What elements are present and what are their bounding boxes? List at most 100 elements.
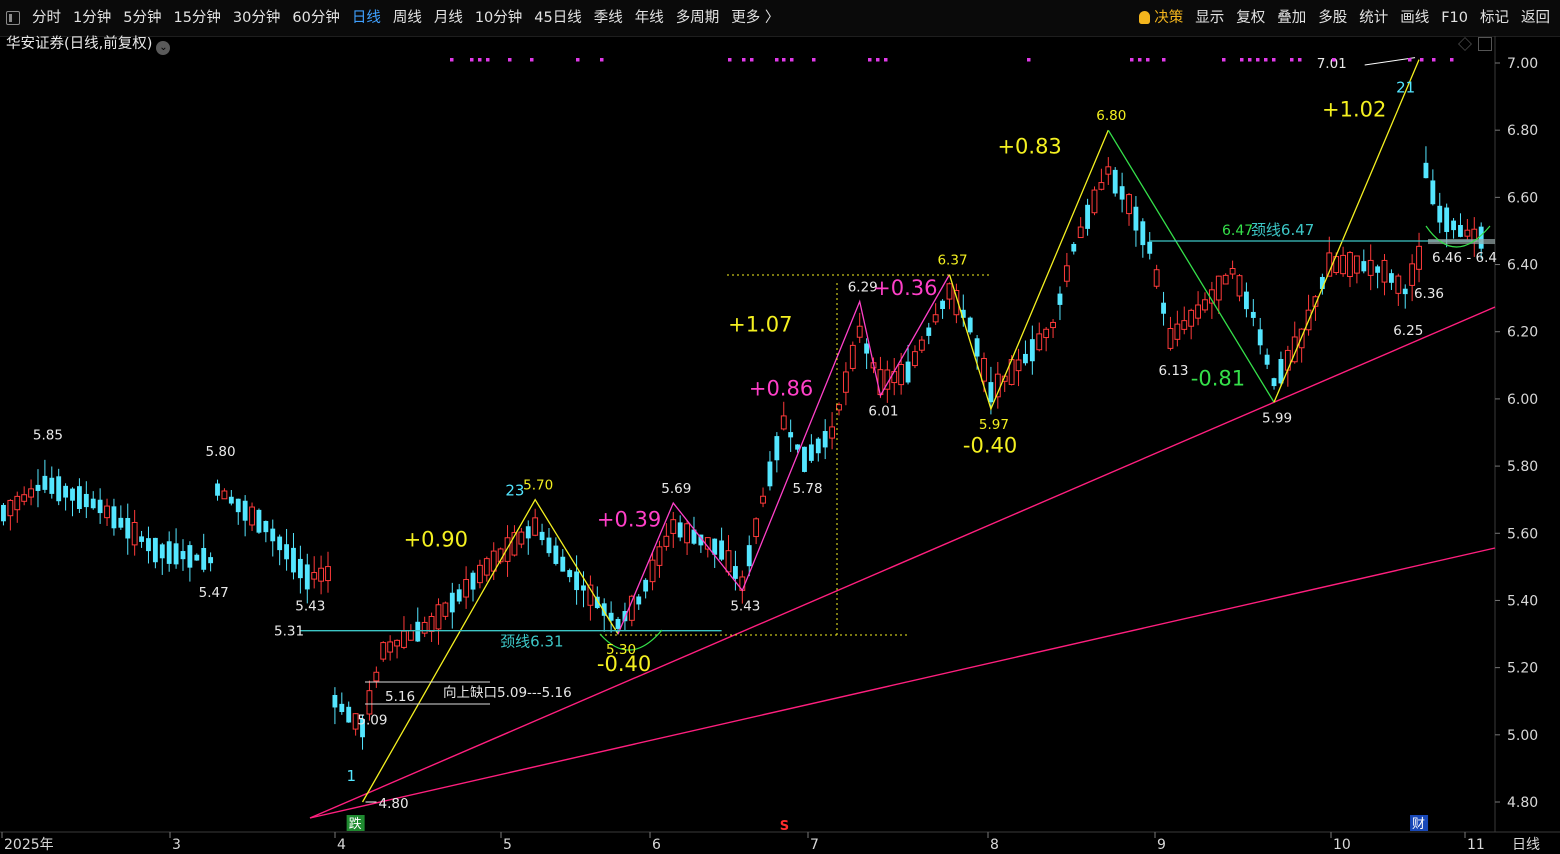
candle-body <box>1057 293 1063 305</box>
signal-dot <box>486 58 490 62</box>
stock-title[interactable]: 华安证券(日线,前复权) ⌄ <box>6 35 171 55</box>
x-tick-label: 3 <box>172 837 181 853</box>
candle-body <box>1105 166 1112 175</box>
period-tab-12[interactable]: 年线 <box>634 10 664 26</box>
candle-body <box>926 327 932 336</box>
s-marker[interactable]: S <box>780 819 789 834</box>
y-tick-label: 5.00 <box>1507 728 1538 744</box>
candle-body <box>76 486 82 510</box>
y-tick-label: 6.80 <box>1507 123 1538 139</box>
signal-dot <box>742 58 746 62</box>
candle-body <box>387 641 394 653</box>
candle-body <box>1229 267 1236 275</box>
candle-body <box>407 630 414 641</box>
finance-marker[interactable] <box>1410 815 1429 831</box>
chevron-down-icon[interactable]: ⌄ <box>156 41 171 55</box>
candle-body <box>215 483 220 496</box>
neckline-2-left-label: 6.47 <box>1222 223 1253 239</box>
bottom-arc-1 <box>599 629 663 651</box>
toolbar-right-item-8[interactable]: 标记 <box>1480 10 1509 26</box>
toolbar-right-item-6[interactable]: 画线 <box>1400 10 1430 26</box>
zigzag-2 <box>948 129 1109 411</box>
signal-dot <box>1272 58 1276 62</box>
candle-body <box>842 371 849 393</box>
zigzag-pink <box>617 274 951 635</box>
period-tab-14[interactable]: 更多 〉 <box>731 10 780 26</box>
fall-marker[interactable] <box>346 815 365 831</box>
neckline-1-label: 颈线6.31 <box>500 633 563 651</box>
candle-body <box>1451 220 1456 231</box>
toolbar-right-item-7[interactable]: F10 <box>1441 10 1468 26</box>
period-tab-10[interactable]: 45日线 <box>534 10 582 26</box>
period-tab-3[interactable]: 15分钟 <box>173 10 221 26</box>
candle-body <box>560 556 566 572</box>
candle-body <box>1112 169 1118 194</box>
candle-body <box>1340 254 1346 275</box>
signal-dot <box>1332 58 1336 62</box>
candle-body <box>470 572 476 590</box>
period-tab-13[interactable]: 多周期 <box>675 10 720 26</box>
period-tab-6[interactable]: 日线 <box>351 10 381 26</box>
signal-dot <box>1027 58 1031 62</box>
toolbar-right-item-9[interactable]: 返回 <box>1521 10 1550 26</box>
candle-body <box>352 713 359 730</box>
candle-body <box>249 506 255 526</box>
toolbar-right-item-0[interactable]: 决策 <box>1133 0 1189 36</box>
candle-body <box>1278 358 1284 384</box>
candle-body <box>118 517 124 528</box>
toolbar-right-item-3[interactable]: 叠加 <box>1277 10 1307 26</box>
signal-dot <box>884 58 888 62</box>
period-tab-9[interactable]: 10分钟 <box>474 10 523 26</box>
price-label: 5.31 <box>274 624 304 640</box>
period-tab-0[interactable]: 分时 <box>32 10 61 26</box>
candle-body <box>1402 288 1408 295</box>
candle-body <box>698 534 704 546</box>
candle-body <box>180 551 186 560</box>
panel-toggle-icon[interactable] <box>6 11 20 25</box>
signal-dot <box>782 58 786 62</box>
candle-body <box>967 317 973 333</box>
toolbar-right-item-4[interactable]: 多股 <box>1318 10 1348 26</box>
x-tick-label: 8 <box>990 837 999 853</box>
toolbar-right-item-5[interactable]: 统计 <box>1359 10 1389 26</box>
candle-body <box>1098 182 1105 190</box>
price-label: 5.47 <box>199 585 229 601</box>
candle-body <box>152 537 158 563</box>
period-tab-1[interactable]: 1分钟 <box>73 10 112 26</box>
period-tab-5[interactable]: 60分钟 <box>292 10 340 26</box>
toolbar-right-item-2[interactable]: 复权 <box>1236 10 1266 26</box>
toolbar-right-item-1[interactable]: 显示 <box>1195 10 1225 26</box>
window-icon[interactable] <box>1478 37 1492 51</box>
candle-body <box>456 589 462 602</box>
candle-body <box>270 528 276 542</box>
candle-body <box>187 545 193 568</box>
candle-body <box>753 518 760 538</box>
candle-body <box>1347 252 1353 278</box>
price-label: 6.29 <box>848 279 878 295</box>
candle-body <box>194 554 200 561</box>
price-label: 5.78 <box>792 481 822 497</box>
move-annotation: +0.36 <box>873 276 937 300</box>
candle-body <box>49 477 55 494</box>
period-tab-8[interactable]: 月线 <box>433 10 463 26</box>
candle-body <box>988 382 994 403</box>
candle-body <box>421 621 428 634</box>
candle-body <box>235 498 241 513</box>
candle-body <box>366 690 373 715</box>
candle-body <box>463 579 470 598</box>
candle-body <box>360 718 365 738</box>
candle-body <box>815 438 821 454</box>
period-tab-4[interactable]: 30分钟 <box>232 10 281 26</box>
period-tab-2[interactable]: 5分钟 <box>123 10 162 26</box>
candle-body <box>808 444 814 461</box>
candle-body <box>864 343 870 354</box>
candle-body <box>125 517 131 539</box>
period-tab-11[interactable]: 季线 <box>593 10 623 26</box>
candle-body <box>70 488 75 501</box>
period-tab-7[interactable]: 周线 <box>392 10 422 26</box>
candle-body <box>898 364 905 386</box>
right-edge-label: 6.46 - 6.4 <box>1432 250 1497 266</box>
candle-body <box>21 494 28 502</box>
candle-body <box>608 612 614 621</box>
